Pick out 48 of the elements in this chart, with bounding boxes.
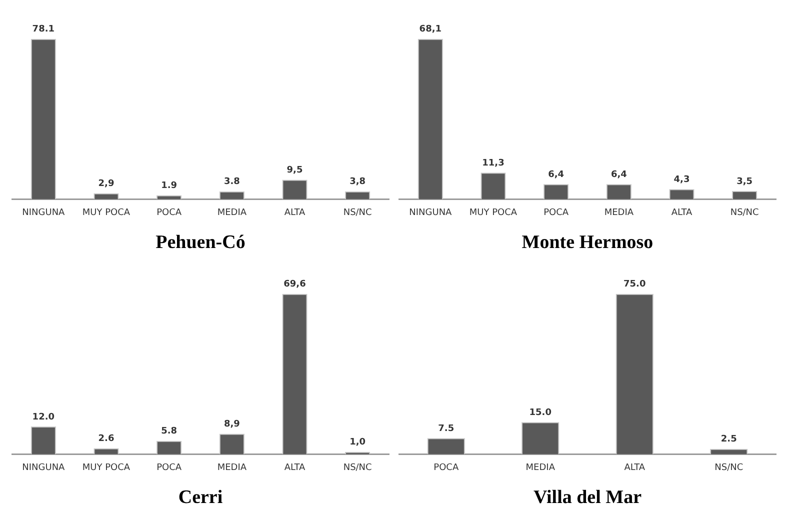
text: Cerri	[177, 487, 224, 509]
data-label: 1,0	[350, 438, 366, 448]
x-tick-label: NINGUNA	[22, 462, 66, 473]
data-label: 15.0	[529, 408, 552, 418]
x-tick-label: POCA	[434, 462, 460, 473]
x-tick-label: NS/NC	[343, 462, 372, 473]
x-tick-label: NINGUNA	[409, 208, 453, 218]
x-tick-label: ALTA	[624, 462, 646, 473]
x-tick-label: MEDIA	[217, 208, 248, 218]
x-tick-label: NS/NC	[714, 462, 744, 473]
data-label: 2,9	[98, 179, 114, 190]
x-tick-label: ALTA	[284, 208, 306, 218]
data-label: 1.9	[161, 181, 178, 192]
data-label: 11,3	[482, 158, 504, 168]
data-label: 9,5	[286, 166, 303, 176]
data-label: 7.5	[438, 424, 454, 434]
data-label: 12.0	[32, 412, 55, 422]
x-tick-label: ALTA	[671, 208, 694, 218]
text: Villa del Mar	[532, 487, 642, 509]
x-tick-label: ALTA	[284, 462, 306, 473]
x-tick-label: NS/NC	[343, 208, 372, 218]
x-tick-label: POCA	[156, 462, 182, 473]
data-label: 2.6	[98, 434, 114, 444]
data-label: 4,3	[674, 174, 690, 185]
text: Pehuen-Có	[154, 232, 246, 254]
x-tick-label: MUY POCA	[82, 208, 131, 218]
data-label: 5.8	[161, 426, 178, 437]
data-label: 8,9	[224, 420, 240, 430]
data-label: 3,5	[736, 176, 753, 187]
data-label: 75.0	[624, 280, 646, 290]
x-tick-label: POCA	[544, 208, 570, 218]
x-tick-label: MUY POCA	[82, 462, 131, 473]
data-label: 2.5	[720, 434, 737, 445]
data-label: 3.8	[224, 177, 240, 188]
x-tick-label: MEDIA	[217, 462, 248, 473]
data-label: 68,1	[419, 24, 442, 35]
data-label: 78.1	[32, 24, 55, 35]
x-tick-label: MEDIA	[526, 462, 556, 473]
data-label: 3,8	[350, 177, 366, 188]
x-tick-label: POCA	[156, 208, 182, 218]
text: Monte Hermoso	[520, 232, 654, 254]
data-label: 6,4	[610, 170, 627, 180]
x-tick-label: MEDIA	[604, 208, 634, 218]
x-tick-label: NS/NC	[730, 208, 759, 218]
x-tick-label: NINGUNA	[22, 208, 66, 218]
data-label: 6,4	[548, 170, 564, 180]
x-tick-label: MUY POCA	[469, 208, 518, 218]
data-label: 69,6	[284, 280, 306, 290]
